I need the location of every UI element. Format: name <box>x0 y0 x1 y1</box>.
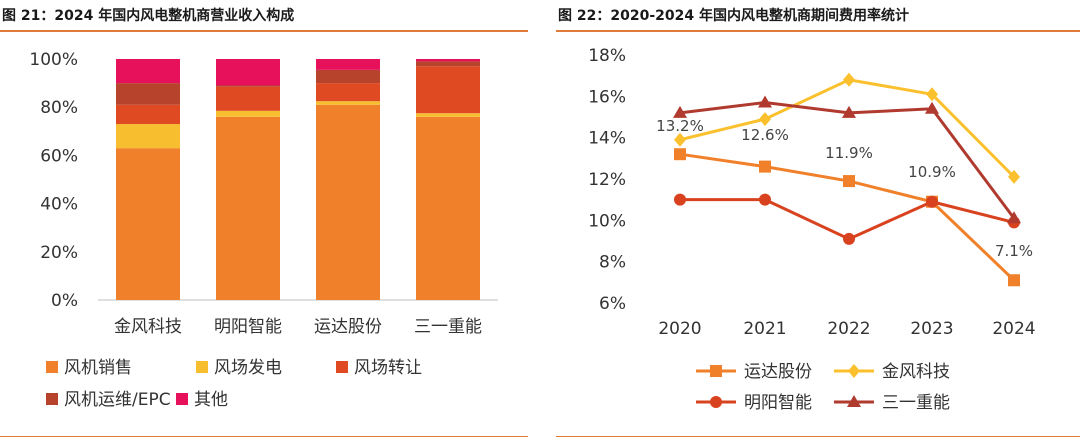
y-tick-label: 10% <box>588 211 626 231</box>
circle-marker <box>674 193 686 206</box>
legend-label: 风场发电 <box>214 358 282 378</box>
diamond-marker <box>848 364 860 378</box>
y-tick-label: 8% <box>599 253 626 273</box>
circle-marker <box>843 232 855 245</box>
circle-marker <box>926 195 938 208</box>
series-三一重能 <box>673 95 1021 224</box>
y-tick-label: 6% <box>599 294 626 314</box>
y-tick-label: 60% <box>40 146 78 166</box>
y-tick-label: 14% <box>588 129 626 149</box>
y-tick-label: 16% <box>588 87 626 107</box>
revenue-composition-panel: 图 21：2024 年国内风电整机商营业收入构成 0% 20% 40% 60% 80% 1… <box>0 0 528 441</box>
bar-segment <box>416 113 480 117</box>
diamond-marker <box>674 132 686 147</box>
legend-swatch <box>176 393 188 405</box>
y-tick-label: 12% <box>588 170 626 190</box>
x-tick-label: 2024 <box>992 319 1035 339</box>
x-category-label: 运达股份 <box>314 317 382 337</box>
bar-segment <box>116 83 180 105</box>
legend-label: 风机销售 <box>64 358 132 378</box>
x-tick-label: 2022 <box>827 319 870 339</box>
legend-swatch <box>336 361 348 373</box>
legend-label: 风场转让 <box>354 358 422 378</box>
x-tick-label: 2023 <box>910 319 953 339</box>
series-line <box>679 152 1016 282</box>
y-tick-label: 0% <box>51 291 78 311</box>
bar-segment <box>316 59 380 70</box>
legend-label: 明阳智能 <box>744 393 812 413</box>
y-tick-label: 18% <box>588 46 626 66</box>
bar-segment <box>216 110 280 117</box>
triangle-marker <box>758 95 772 108</box>
legend-label: 其他 <box>194 390 228 410</box>
data-label: 12.6% <box>741 126 789 144</box>
figure-22-title-bar: 图 22：2020-2024 年国内风电整机商期间费用率统计 <box>556 0 1080 32</box>
bar-segment <box>316 83 380 102</box>
x-tick-label: 2021 <box>743 319 786 339</box>
diamond-marker <box>926 87 938 102</box>
bar-segment <box>216 59 280 86</box>
figure-22-title: 图 22：2020-2024 年国内风电整机商期间费用率统计 <box>558 8 909 24</box>
bar-segment <box>116 59 180 84</box>
legend-label: 三一重能 <box>882 393 950 413</box>
triangle-marker <box>925 101 939 114</box>
data-label: 10.9% <box>908 163 956 181</box>
triangle-marker <box>847 395 861 407</box>
figure-21-title: 图 21：2024 年国内风电整机商营业收入构成 <box>2 8 295 24</box>
legend-label: 金风科技 <box>882 362 950 382</box>
square-marker <box>843 175 855 188</box>
bar-segment <box>416 61 480 67</box>
bar-segment <box>216 86 280 111</box>
legend-label: 风机运维/EPC <box>64 390 171 410</box>
triangle-marker <box>673 105 687 118</box>
legend-swatch <box>196 361 208 373</box>
square-marker <box>759 160 771 173</box>
bar-segment <box>116 104 180 125</box>
series-运达股份 <box>674 148 1020 287</box>
circle-marker <box>759 193 771 206</box>
legend-swatch <box>46 361 58 373</box>
diamond-marker <box>759 112 771 127</box>
x-category-label: 三一重能 <box>414 317 482 337</box>
square-marker <box>674 148 686 161</box>
bar-segment <box>116 124 180 149</box>
square-marker <box>1008 274 1020 287</box>
y-tick-label: 20% <box>40 243 78 263</box>
figure-21-title-bar: 图 21：2024 年国内风电整机商营业收入构成 <box>0 0 528 32</box>
diamond-marker <box>843 72 855 87</box>
y-tick-label: 100% <box>29 50 78 70</box>
circle-marker <box>710 396 722 408</box>
x-category-label: 明阳智能 <box>214 317 282 337</box>
bar-segment <box>416 116 480 300</box>
x-tick-label: 2020 <box>658 319 701 339</box>
y-tick-label: 80% <box>40 98 78 118</box>
bar-segment <box>116 148 180 300</box>
series-金风科技 <box>674 72 1020 184</box>
data-label: 13.2% <box>656 117 704 135</box>
bar-segment <box>216 85 280 87</box>
legend-label: 运达股份 <box>744 362 812 382</box>
bar-segment <box>416 66 480 114</box>
x-category-label: 金风科技 <box>114 317 182 337</box>
legend-swatch <box>46 393 58 405</box>
left-bottom-rule <box>0 436 528 437</box>
square-marker <box>710 365 722 377</box>
y-tick-label: 40% <box>40 195 78 215</box>
line-chart: 6% 8% 10% 12% 14% 16% 18% 2020 2021 2022 2023 2024 1… <box>588 46 1035 413</box>
expense-ratio-panel: 图 22：2020-2024 年国内风电整机商期间费用率统计 6% 8% 10% 12… <box>556 0 1080 441</box>
bar-segment <box>316 101 380 105</box>
bar-segment <box>316 69 380 84</box>
right-bottom-rule <box>556 436 1080 437</box>
triangle-marker <box>1007 211 1021 224</box>
bar-segment <box>316 104 380 300</box>
bar-segment <box>216 116 280 300</box>
triangle-marker <box>842 105 856 118</box>
data-label: 11.9% <box>825 144 873 162</box>
bar-segment <box>416 59 480 62</box>
series-明阳智能 <box>674 193 1020 245</box>
data-label: 7.1% <box>995 242 1033 260</box>
diamond-marker <box>1008 169 1020 184</box>
